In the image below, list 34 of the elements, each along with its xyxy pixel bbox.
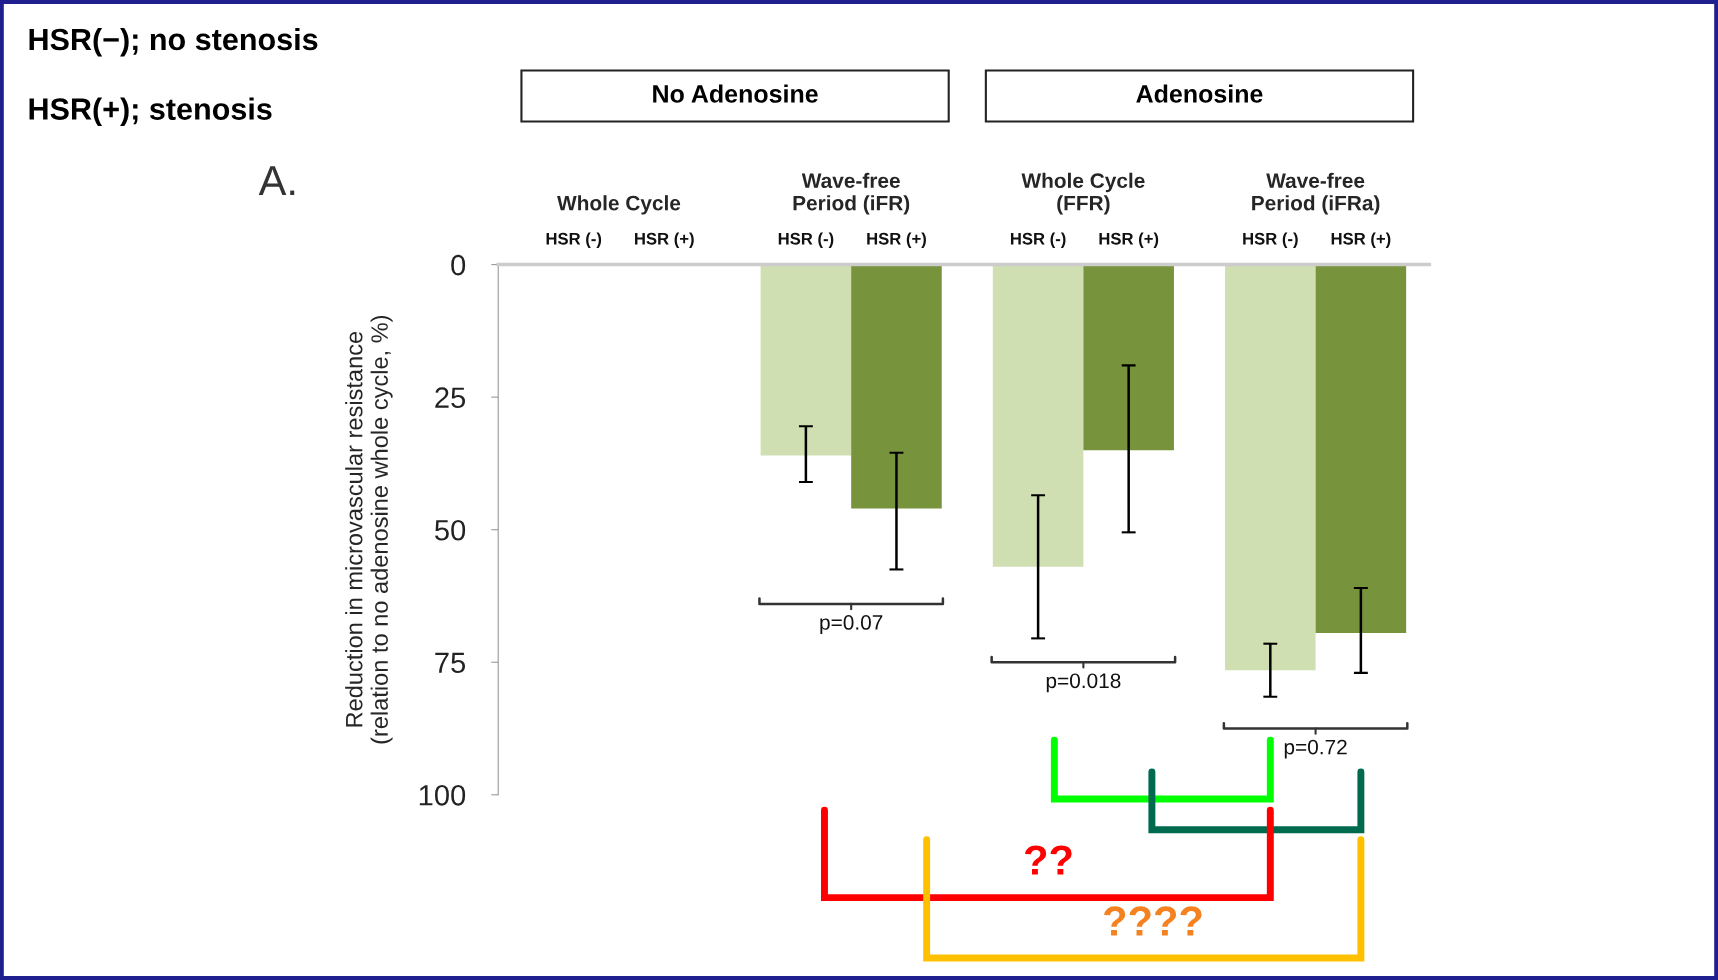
bar xyxy=(992,264,1084,567)
text: HSR (-) xyxy=(546,232,602,248)
bar xyxy=(760,264,852,456)
y-tick-label: 50 xyxy=(435,519,466,541)
x-tick-label: Wave-free Period (iFRa) xyxy=(1252,172,1380,215)
text: ?? xyxy=(1025,845,1072,875)
text: A. xyxy=(258,166,295,196)
text: HSR (+) xyxy=(635,232,694,248)
bar xyxy=(1083,264,1174,451)
bar xyxy=(1225,264,1316,671)
text: No Adenosine xyxy=(653,84,818,103)
annotation: p=0.07 xyxy=(820,615,883,634)
series-label: HSR (-) xyxy=(778,232,834,248)
x-tick-label: Whole Cycle (FFR) xyxy=(1021,172,1145,215)
annotation: p=0.72 xyxy=(1284,739,1347,759)
text: HSR(+); stenosis xyxy=(29,97,272,126)
annotation: p=0.018 xyxy=(1046,673,1121,693)
bar xyxy=(851,264,942,509)
y-axis-title: Reduction in microvascular resistance (relation to no adenosine whole cycle, %) xyxy=(345,315,393,744)
x-tick-label: Whole Cycle xyxy=(557,195,681,215)
y-tick-label: 100 xyxy=(419,784,466,806)
text: HSR(−); no stenosis xyxy=(29,27,318,57)
x-tick-label: Wave-free Period (iFR) xyxy=(793,172,910,215)
text: HSR (-) xyxy=(1010,232,1066,248)
series-label: HSR (+) xyxy=(867,232,926,248)
text: HSR (+) xyxy=(1331,232,1391,248)
y-tick-label: 25 xyxy=(435,387,466,408)
text: Adenosine xyxy=(1136,84,1263,103)
text: HSR (-) xyxy=(1243,232,1298,248)
y-tick-label: 75 xyxy=(435,652,466,674)
text: ???? xyxy=(1104,906,1202,936)
bar xyxy=(1315,264,1407,634)
text: HSR (+) xyxy=(1099,232,1159,248)
y-tick-label: 0 xyxy=(451,254,466,276)
